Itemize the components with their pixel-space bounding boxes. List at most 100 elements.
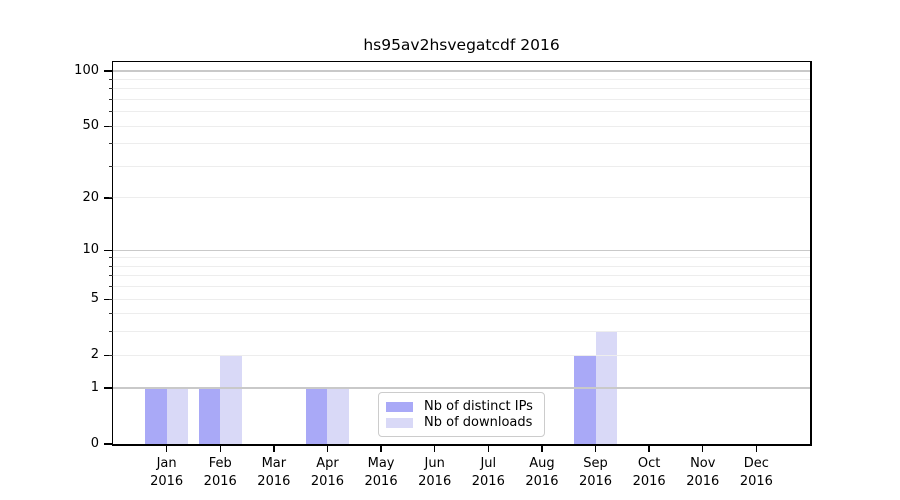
x-axis-tick bbox=[702, 444, 704, 452]
x-tick-year: 2016 bbox=[578, 473, 613, 489]
y-axis-minor-tick bbox=[108, 313, 113, 315]
y-axis-tick bbox=[104, 354, 112, 356]
y-axis-tick-label: 1 bbox=[90, 379, 99, 395]
x-axis-tick-label: Nov 2016 bbox=[671, 455, 735, 490]
y-axis-tick bbox=[104, 70, 112, 72]
x-axis-tick bbox=[594, 444, 597, 452]
x-tick-year: 2016 bbox=[686, 473, 720, 489]
gridline-minor bbox=[113, 331, 810, 333]
y-axis-minor-tick bbox=[108, 125, 113, 127]
y-axis-minor-tick bbox=[108, 275, 113, 277]
y-axis-tick-label: 50 bbox=[82, 118, 99, 134]
bar-distinct-ips bbox=[198, 387, 221, 444]
gridline-major bbox=[113, 387, 810, 389]
spine-left bbox=[111, 60, 113, 446]
bar-downloads bbox=[327, 387, 349, 444]
y-axis-minor-tick bbox=[108, 298, 113, 300]
bar-downloads bbox=[166, 387, 189, 444]
x-tick-month: Sep bbox=[583, 456, 608, 471]
x-axis-tick-label: Feb 2016 bbox=[188, 455, 252, 490]
x-axis-tick-label: Jul 2016 bbox=[456, 455, 520, 490]
y-axis-tick bbox=[104, 249, 112, 251]
y-axis-minor-tick bbox=[108, 331, 113, 333]
gridline-minor bbox=[113, 99, 810, 101]
x-axis-tick bbox=[648, 444, 650, 452]
gridline-minor bbox=[113, 197, 810, 199]
x-tick-year: 2016 bbox=[257, 473, 291, 489]
x-axis-tick bbox=[487, 444, 489, 452]
x-axis-tick-label: Aug 2016 bbox=[510, 455, 574, 490]
x-tick-month: Oct bbox=[637, 456, 661, 471]
y-axis-tick-label: 5 bbox=[90, 291, 99, 307]
legend: Nb of distinct IPs Nb of downloads bbox=[378, 392, 545, 437]
gridline-minor bbox=[113, 275, 810, 277]
y-axis-tick bbox=[104, 298, 112, 300]
plot-area: 0 1 2 5 10 20 50 100 Jan 2016 Feb 2016 Mar 2016 Apr 201… bbox=[74, 60, 812, 489]
y-axis-minor-tick bbox=[108, 354, 113, 356]
y-axis-tick-label: 2 bbox=[90, 347, 99, 363]
legend-item: Nb of distinct IPs bbox=[386, 399, 536, 414]
x-axis-tick bbox=[433, 444, 436, 452]
x-tick-month: Feb bbox=[208, 456, 232, 471]
y-axis-minor-tick bbox=[108, 166, 113, 167]
legend-label: Nb of distinct IPs bbox=[424, 399, 533, 414]
bar-distinct-ips bbox=[306, 387, 328, 444]
x-axis-tick bbox=[541, 444, 543, 452]
gridline-minor bbox=[113, 88, 810, 90]
x-tick-year: 2016 bbox=[364, 473, 398, 489]
gridline-minor bbox=[113, 354, 810, 356]
x-tick-month: Jul bbox=[480, 456, 497, 471]
y-axis-minor-tick bbox=[108, 257, 113, 259]
x-axis-tick-label: Jan 2016 bbox=[135, 455, 199, 490]
y-axis-minor-tick bbox=[108, 78, 113, 80]
legend-swatch-downloads bbox=[386, 417, 413, 428]
x-tick-year: 2016 bbox=[471, 473, 505, 489]
bar-distinct-ips bbox=[145, 387, 167, 444]
x-axis-tick-label: May 2016 bbox=[349, 455, 413, 490]
x-tick-year: 2016 bbox=[418, 473, 452, 489]
spine-top bbox=[111, 60, 812, 62]
gridline-minor bbox=[113, 257, 810, 259]
x-tick-year: 2016 bbox=[203, 473, 237, 489]
gridline-minor bbox=[113, 313, 810, 315]
gridline-major bbox=[113, 249, 810, 251]
gridline-major bbox=[113, 70, 810, 72]
x-tick-month: Apr bbox=[316, 456, 339, 471]
x-tick-month: Aug bbox=[529, 456, 555, 471]
gridline-minor bbox=[113, 125, 810, 127]
gridline-minor bbox=[113, 298, 810, 300]
legend-label: Nb of downloads bbox=[424, 415, 533, 430]
gridline-minor bbox=[113, 286, 810, 288]
spine-right bbox=[810, 60, 812, 446]
gridline-minor bbox=[113, 265, 810, 267]
x-tick-month: May bbox=[367, 456, 395, 471]
y-axis-minor-tick bbox=[108, 197, 113, 199]
y-axis-tick bbox=[104, 387, 112, 389]
x-axis-tick-label: Apr 2016 bbox=[295, 455, 359, 490]
x-tick-year: 2016 bbox=[150, 473, 184, 489]
x-tick-month: Nov bbox=[690, 456, 716, 471]
x-axis-tick bbox=[326, 444, 329, 452]
y-axis-tick-label: 100 bbox=[74, 63, 99, 79]
x-axis-tick bbox=[273, 444, 275, 452]
gridline-minor bbox=[113, 166, 810, 167]
x-tick-year: 2016 bbox=[525, 473, 559, 489]
y-axis-minor-tick bbox=[108, 88, 113, 90]
bar-distinct-ips bbox=[574, 355, 596, 444]
y-axis-tick-label: 10 bbox=[82, 242, 99, 258]
x-axis-tick bbox=[380, 444, 382, 452]
y-axis-minor-tick bbox=[108, 111, 113, 113]
y-axis-tick bbox=[104, 125, 112, 127]
x-tick-year: 2016 bbox=[632, 473, 666, 489]
y-axis-minor-tick bbox=[108, 265, 113, 267]
gridline-minor bbox=[113, 111, 810, 113]
chart-title: hs95av2hsvegatcdf 2016 bbox=[363, 36, 560, 54]
gridline-minor bbox=[113, 143, 810, 145]
x-tick-month: Mar bbox=[261, 456, 287, 471]
x-tick-month: Jan bbox=[156, 456, 177, 471]
x-axis-tick-label: Dec 2016 bbox=[724, 455, 788, 490]
x-axis-tick-label: Sep 2016 bbox=[564, 455, 628, 490]
legend-item: Nb of downloads bbox=[386, 415, 536, 430]
x-tick-year: 2016 bbox=[739, 473, 773, 489]
